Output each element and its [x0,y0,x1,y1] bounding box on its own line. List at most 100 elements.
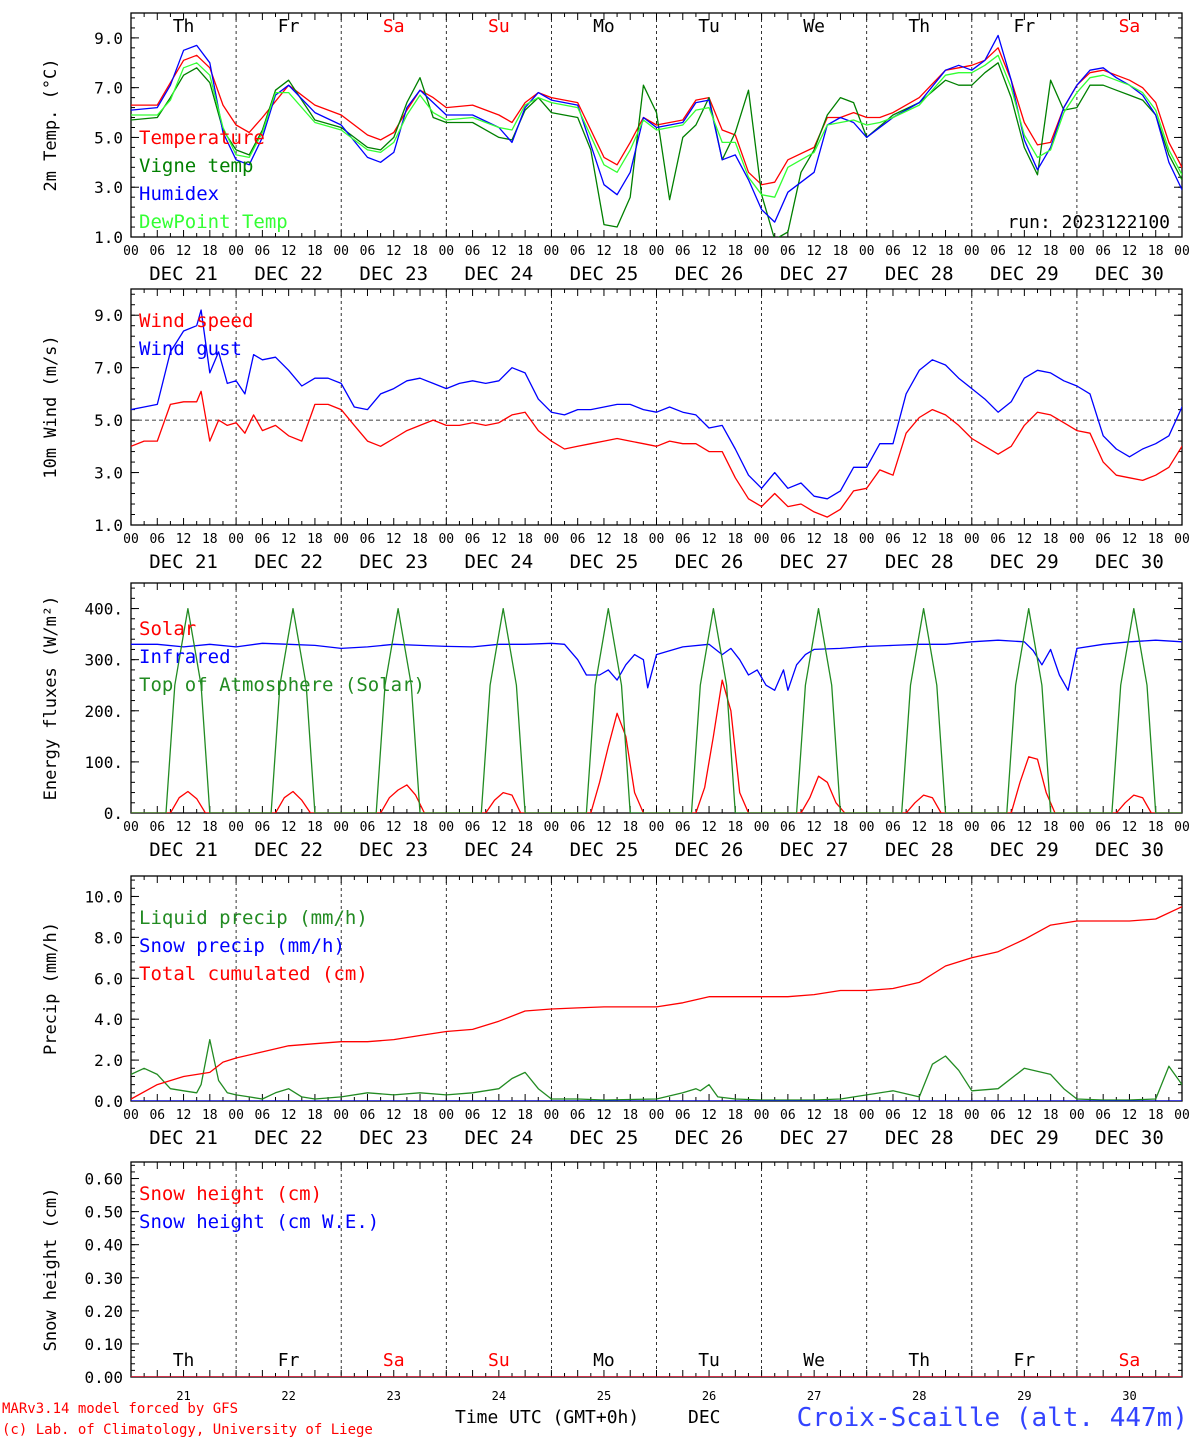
y-tick-label: 10.0 [84,887,123,906]
hour-tick-label: 18 [1148,1108,1164,1123]
y-tick-label: 0.40 [84,1236,123,1255]
day-of-week-label: Fr [278,1350,300,1371]
series-line-vigne-temp [131,62,1182,237]
legend-entry: Top of Atmosphere (Solar) [139,674,425,696]
hour-tick-label: 00 [859,532,875,547]
day-of-week-label: Th [173,16,195,37]
y-axis-label: Energy fluxes (W/m²) [41,596,61,801]
series-line-humidex [131,34,1182,223]
hour-tick-label: 06 [1095,244,1111,259]
hour-tick-label: 00 [964,820,980,835]
legend-entry: Vigne temp [139,155,253,177]
wind-panel: 1.0 3.0 5.0 7.0 9.0 10m Wind (m/s) Wind speed W… [41,288,1190,573]
hour-tick-label: 12 [911,532,927,547]
hour-tick-label: 12 [1017,820,1033,835]
date-label: DEC 24 [465,1127,534,1149]
hour-tick-label: 12 [386,244,402,259]
hour-tick-label: 06 [780,244,796,259]
y-tick-label: 8.0 [94,928,123,947]
date-label: DEC 25 [570,839,639,861]
date-label: DEC 29 [990,839,1059,861]
hour-tick-label: 00 [228,820,244,835]
y-tick-label: 1.0 [94,516,123,535]
hour-tick-label: 18 [938,532,954,547]
legend-entry: Wind speed [139,310,253,332]
date-label: DEC 25 [570,263,639,285]
hour-tick-label: 06 [780,820,796,835]
hour-tick-label: 00 [859,1108,875,1123]
hour-tick-label: 18 [727,820,743,835]
temp-series-group [131,34,1182,237]
date-label: DEC 22 [254,1127,323,1149]
hour-tick-label: 18 [833,532,849,547]
date-label: DEC 26 [675,839,744,861]
series-line-infrared [131,639,1182,691]
day-of-week-label: Tu [698,1350,720,1371]
hour-tick-label: 12 [386,532,402,547]
hour-tick-label: 12 [281,1108,297,1123]
hour-tick-label: 06 [149,244,165,259]
date-label: DEC 29 [990,551,1059,573]
hour-tick-label: 12 [701,820,717,835]
footer-month-label: DEC [688,1407,721,1428]
snow-panel: 0.00 0.10 0.20 0.30 0.40 0.50 0.60 Snow height … [41,1161,1183,1403]
date-label: DEC 29 [990,263,1059,285]
y-tick-label: 0.60 [84,1170,123,1189]
hour-tick-label: 06 [255,532,271,547]
hour-tick-label: 00 [228,244,244,259]
date-label: DEC 22 [254,839,323,861]
hour-tick-label: 12 [491,532,507,547]
date-label: DEC 30 [1095,839,1164,861]
day-number-label: 29 [1017,1389,1031,1403]
hour-tick-label: 12 [491,820,507,835]
date-label: DEC 21 [149,1127,218,1149]
y-tick-label: 0.50 [84,1203,123,1222]
hour-tick-label: 18 [1148,244,1164,259]
hour-tick-label: 18 [202,532,218,547]
hour-tick-label: 00 [544,244,560,259]
day-of-week-label: Th [173,1350,195,1371]
hour-tick-label: 18 [412,244,428,259]
hour-tick-label: 12 [1122,820,1138,835]
hour-tick-label: 00 [649,244,665,259]
hour-tick-label: 12 [1017,244,1033,259]
hour-tick-label: 00 [649,532,665,547]
y-tick-label: 6.0 [94,969,123,988]
legend-entry: Total cumulated (cm) [139,963,368,985]
hour-tick-label: 00 [438,820,454,835]
date-label: DEC 26 [675,263,744,285]
hour-tick-label: 00 [544,532,560,547]
day-of-week-label: Sa [1119,16,1141,37]
footer-lab-text: (c) Lab. of Climatology, University of L… [2,1422,373,1438]
date-label: DEC 23 [359,551,428,573]
series-line-temperature [131,47,1182,186]
hour-tick-label: 18 [727,532,743,547]
series-line-dewpoint-temp [131,54,1182,198]
hour-tick-label: 12 [176,1108,192,1123]
date-label: DEC 30 [1095,1127,1164,1149]
hour-tick-label: 00 [1069,532,1085,547]
hour-tick-label: 00 [123,820,139,835]
series-line-solar [131,679,1182,813]
panels: 1.0 3.0 5.0 7.0 9.0 2m Temp. (°C) Th Fr Sa Su Mo Tu… [41,12,1190,1403]
hour-tick-label: 18 [307,1108,323,1123]
hour-tick-label: 18 [1148,532,1164,547]
hour-tick-label: 12 [701,244,717,259]
hour-tick-label: 12 [1017,1108,1033,1123]
hour-tick-label: 18 [202,1108,218,1123]
hour-tick-label: 06 [885,244,901,259]
hour-tick-label: 18 [622,244,638,259]
hour-tick-label: 06 [255,1108,271,1123]
hour-tick-label: 06 [465,820,481,835]
day-of-week-label: Fr [1014,16,1036,37]
hour-tick-label: 00 [1174,532,1190,547]
hour-tick-label: 18 [833,1108,849,1123]
y-tick-label: 200. [84,702,123,721]
y-axis-label: 2m Temp. (°C) [41,58,61,191]
hour-tick-label: 12 [1122,244,1138,259]
hour-tick-label: 18 [622,1108,638,1123]
hour-tick-label: 00 [333,532,349,547]
day-number-label: 28 [912,1389,926,1403]
series-line-wind-speed [131,390,1182,518]
